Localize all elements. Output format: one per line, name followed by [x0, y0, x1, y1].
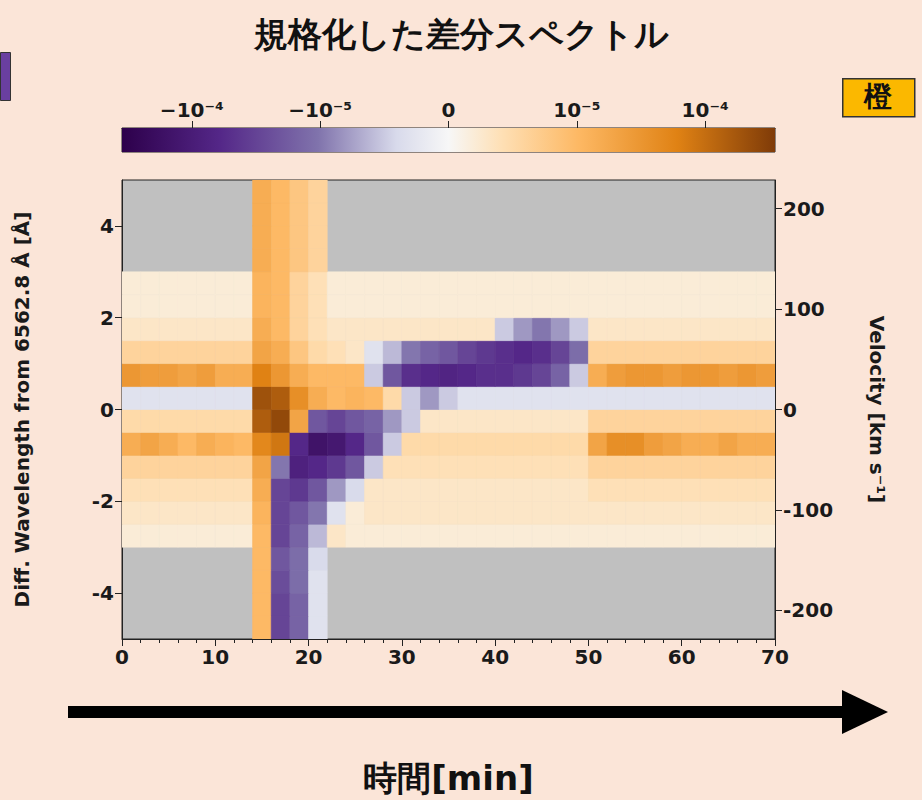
svg-text:20: 20 [295, 645, 323, 669]
svg-text:4: 4 [100, 214, 114, 238]
svg-text:-200: -200 [783, 598, 833, 622]
svg-text:−10⁻⁴: −10⁻⁴ [160, 98, 224, 122]
svg-text:50: 50 [575, 645, 603, 669]
svg-text:100: 100 [783, 297, 825, 321]
svg-text:10⁻⁵: 10⁻⁵ [553, 98, 600, 122]
svg-text:10: 10 [201, 645, 229, 669]
svg-text:10⁻⁴: 10⁻⁴ [682, 98, 729, 122]
svg-text:60: 60 [668, 645, 696, 669]
svg-text:0: 0 [442, 98, 456, 122]
svg-text:−10⁻⁵: −10⁻⁵ [288, 98, 352, 122]
svg-text:0: 0 [100, 398, 114, 422]
svg-text:-4: -4 [92, 581, 114, 605]
svg-text:200: 200 [783, 197, 825, 221]
svg-text:2: 2 [100, 306, 114, 330]
svg-text:Diff. Wavelength from 6562.8 Å: Diff. Wavelength from 6562.8 Å [Å] [10, 212, 34, 608]
svg-text:橙: 橙 [863, 80, 893, 113]
svg-text:30: 30 [388, 645, 416, 669]
svg-text:Velocity [km s⁻¹]: Velocity [km s⁻¹] [865, 316, 889, 503]
svg-text:70: 70 [761, 645, 789, 669]
svg-text:-2: -2 [92, 489, 114, 513]
svg-text:-100: -100 [783, 498, 833, 522]
svg-text:0: 0 [115, 645, 129, 669]
svg-text:0: 0 [783, 398, 797, 422]
svg-text:40: 40 [481, 645, 509, 669]
svg-text:規格化した差分スペクトル: 規格化した差分スペクトル [253, 14, 669, 54]
svg-text:時間[min]: 時間[min] [363, 758, 533, 798]
